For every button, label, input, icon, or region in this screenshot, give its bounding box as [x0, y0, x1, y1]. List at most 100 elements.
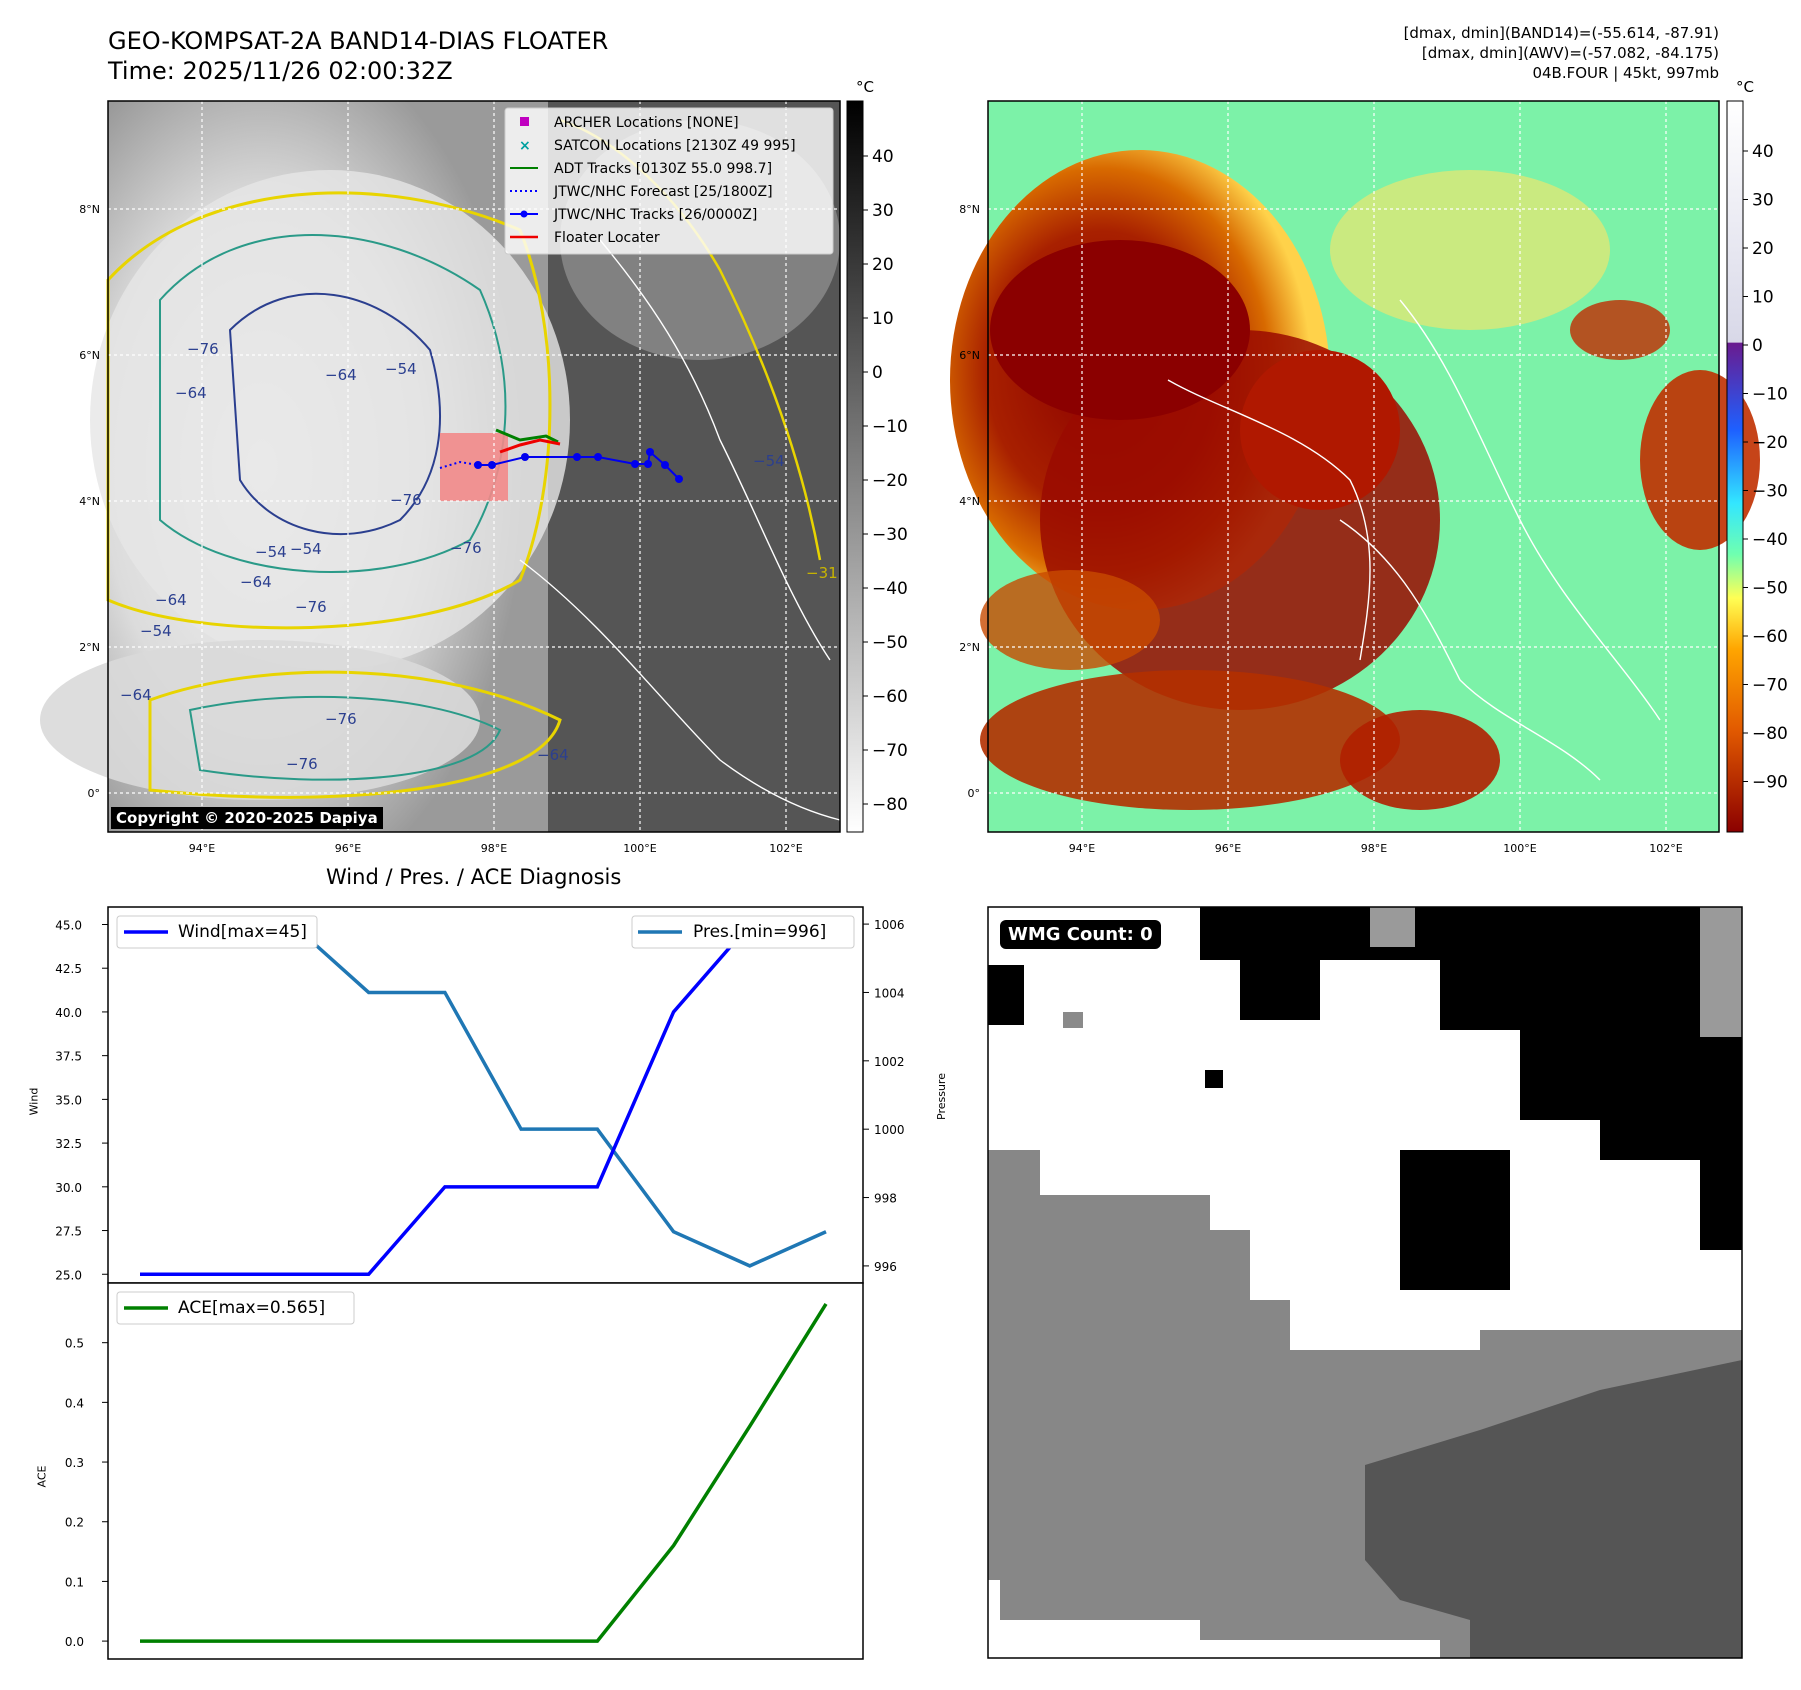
cb-tick-label: 0 [872, 363, 883, 383]
ace-tick-label: 0.0 [65, 1635, 84, 1649]
jtwc-track-point [646, 448, 654, 456]
lon-tick-label: 94°E [189, 842, 215, 855]
legend-label: JTWC/NHC Tracks [26/0000Z] [553, 207, 757, 223]
pressure-legend [631, 915, 855, 949]
legend-label: ARCHER Locations [NONE] [554, 115, 739, 131]
cb-tick-label: −60 [1752, 627, 1788, 647]
lon-tick-label: 98°E [1361, 842, 1387, 855]
wind-tick-label: 30.0 [55, 1181, 82, 1195]
pressure-tick-label: 1000 [874, 1123, 905, 1137]
jtwc-track-point [573, 453, 581, 461]
legend-label: ADT Tracks [0130Z 55.0 998.7] [554, 161, 772, 177]
lat-tick-label: 2°N [959, 641, 980, 654]
awv-map-panel [950, 100, 1760, 833]
diagnosis-title: Wind / Pres. / ACE Diagnosis [326, 865, 622, 889]
stats-line2: [dmax, dmin](AWV)=(-57.082, -84.175) [1421, 44, 1719, 62]
stats-line3: 04B.FOUR | 45kt, 997mb [1532, 64, 1719, 82]
cb-tick-label: −80 [872, 795, 908, 815]
map-axis-labels: 94°E 96°E 98°E 100°E 102°E 8°N 6°N 4°N 2°N 0° 94°E… [79, 203, 1683, 855]
ace-series-line [140, 1302, 828, 1643]
wind-pressure-panel: 25.0 27.5 30.0 32.5 35.0 37.5 40.0 42.5 45.0 996 9… [55, 906, 905, 1284]
cb-tick-label: 10 [1752, 288, 1774, 308]
map-legend: ARCHER Locations [NONE] × SATCON Locations… [504, 107, 834, 255]
ace-tick-label: 0.5 [65, 1337, 84, 1351]
jtwc-track-point [474, 461, 482, 469]
contour-label: −54 [255, 543, 287, 561]
pressure-legend-label: Pres.[min=996] [693, 922, 827, 942]
lon-tick-label: 102°E [1649, 842, 1682, 855]
ace-legend-label: ACE[max=0.565] [178, 1298, 326, 1318]
legend-label: Floater Locater [554, 230, 660, 246]
cb-tick-label: −20 [872, 471, 908, 491]
lat-tick-label: 6°N [959, 349, 980, 362]
contour-label: −54 [290, 540, 322, 558]
lat-tick-label: 4°N [79, 495, 100, 508]
contour-label: −54 [753, 452, 785, 470]
cb-tick-label: −90 [1752, 773, 1788, 793]
cb-tick-label: −40 [1752, 530, 1788, 550]
jtwc-track-point [488, 461, 496, 469]
contour-label: −76 [450, 539, 482, 557]
lat-tick-label: 0° [968, 787, 981, 800]
ace-tick-label: 0.1 [65, 1575, 84, 1589]
lat-tick-label: 0° [88, 787, 101, 800]
contour-label: −76 [325, 710, 357, 728]
lat-tick-label: 6°N [79, 349, 100, 362]
contour-label: −76 [295, 598, 327, 616]
pressure-tick-label: 1004 [874, 986, 905, 1000]
cb-tick-label: −10 [1752, 385, 1788, 405]
lon-tick-label: 98°E [481, 842, 507, 855]
pressure-tick-label: 1006 [874, 918, 905, 932]
cb-tick-label: −40 [872, 579, 908, 599]
jtwc-track-point [594, 453, 602, 461]
pressure-tick-label: 1002 [874, 1055, 905, 1069]
ir-colorbar: 40 30 20 10 0 −10 −20 −30 −40 −50 −60 −70 −80 [846, 100, 908, 833]
wind-tick-label: 40.0 [55, 1006, 82, 1020]
satcon-marker: × [519, 138, 531, 154]
contour-label: −31 [806, 564, 838, 582]
cb-tick-label: −70 [872, 741, 908, 761]
cb-tick-label: 0 [1752, 336, 1763, 356]
adt-track-line [495, 428, 559, 444]
lat-tick-label: 8°N [959, 203, 980, 216]
ace-tick-label: 0.4 [65, 1396, 84, 1410]
contour-label: −54 [385, 360, 417, 378]
ace-legend [116, 1291, 355, 1325]
lat-tick-label: 4°N [959, 495, 980, 508]
cb-tick-label: 40 [872, 147, 894, 167]
pressure-tick-label: 998 [874, 1192, 897, 1206]
lon-tick-label: 100°E [1503, 842, 1536, 855]
lon-tick-label: 102°E [769, 842, 802, 855]
ace-panel: 0.0 0.1 0.2 0.3 0.4 0.5 [65, 1282, 864, 1660]
cb-tick-label: −60 [872, 687, 908, 707]
contour-label: −76 [286, 755, 318, 773]
contour-label: −64 [240, 573, 272, 591]
cb-tick-label: −50 [872, 633, 908, 653]
cb-tick-label: −20 [1752, 433, 1788, 453]
legend-label: SATCON Locations [2130Z 49 995] [554, 138, 796, 154]
lon-tick-label: 100°E [623, 842, 656, 855]
lon-tick-label: 96°E [1215, 842, 1241, 855]
figure-title-line1: GEO-KOMPSAT-2A BAND14-DIAS FLOATER [108, 27, 609, 55]
legend-label: JTWC/NHC Forecast [25/1800Z] [553, 184, 773, 200]
lon-tick-label: 96°E [335, 842, 361, 855]
contour-label: −54 [140, 622, 172, 640]
jtwc-track-point [644, 460, 652, 468]
wind-tick-label: 37.5 [55, 1050, 82, 1064]
cb-tick-label: 20 [872, 255, 894, 275]
lon-tick-label: 94°E [1069, 842, 1095, 855]
awv-colorbar: 40 30 20 10 0 −10 −20 −30 −40 −50 −60 −70 −80 −90 [1726, 100, 1788, 833]
lat-tick-label: 8°N [79, 203, 100, 216]
cb-tick-label: −10 [872, 417, 908, 437]
ir-colorbar-unit: °C [856, 78, 874, 96]
wind-legend [116, 915, 318, 949]
cb-tick-label: 10 [872, 309, 894, 329]
contour-label: −76 [187, 340, 219, 358]
forecast-line [439, 460, 479, 469]
wind-series-line [140, 922, 826, 1277]
stats-line1: [dmax, dmin](BAND14)=(-55.614, -87.91) [1403, 24, 1719, 42]
contour-labels: −76−64−54−64−76−54−64−54 −76−64−76−76 −64−… [120, 340, 838, 773]
cb-tick-label: 20 [1752, 239, 1774, 259]
ace-tick-label: 0.3 [65, 1456, 84, 1470]
